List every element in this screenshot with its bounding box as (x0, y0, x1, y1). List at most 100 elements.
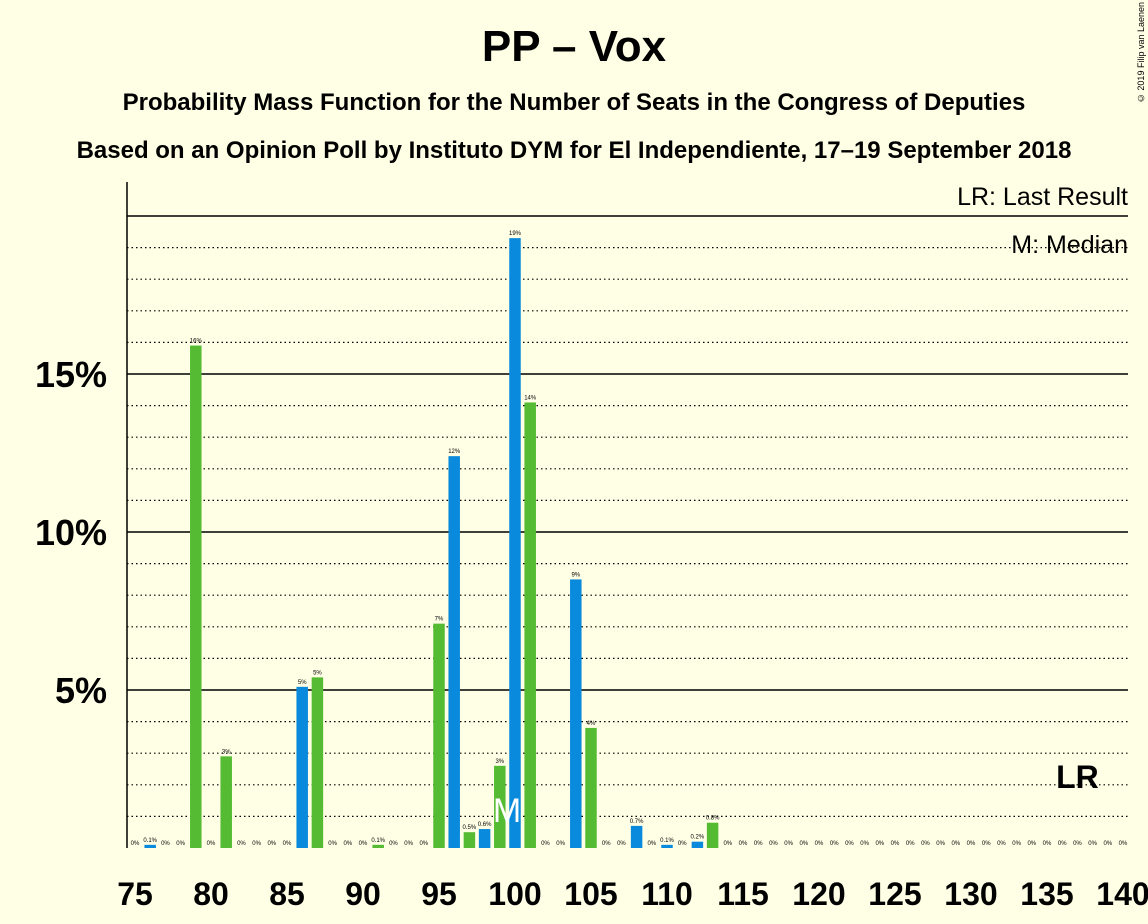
bar-seat-87 (311, 677, 324, 848)
bar-label-seat-80: 0% (207, 841, 216, 847)
bar-label-seat-92: 0% (389, 841, 398, 847)
bar-label-seat-129: 0% (951, 841, 960, 847)
bar-label-seat-114: 0% (723, 841, 732, 847)
bar-label-seat-124: 0% (875, 841, 884, 847)
bar-label-seat-101: 14% (524, 395, 537, 401)
bar-label-seat-112: 0.2% (691, 835, 705, 841)
bar-label-seat-138: 0% (1088, 841, 1097, 847)
bar-label-seat-76: 0.1% (143, 838, 157, 844)
chart-title: PP – Vox (481, 22, 667, 71)
bar-seat-100 (509, 238, 521, 848)
bar-label-seat-87: 5% (313, 670, 322, 676)
bar-label-seat-88: 0% (328, 841, 337, 847)
bar-seat-105 (585, 727, 597, 848)
axes: 5% 10% 15% 75 80 85 90 95 100 105 110 115 120 125 130 1… (35, 182, 1148, 912)
bar-label-seat-83: 0% (252, 841, 261, 847)
bar-label-seat-100: 19% (509, 231, 522, 237)
bar-seat-86 (296, 686, 308, 848)
bar-label-seat-132: 0% (997, 841, 1006, 847)
bar-series (144, 238, 719, 848)
chart-subtitle-2: Based on an Opinion Poll by Instituto DY… (76, 137, 1072, 164)
bar-label-seat-75: 0% (131, 841, 140, 847)
bar-label-seat-96: 12% (448, 449, 461, 455)
bar-seat-95 (433, 623, 445, 848)
bar-seat-97 (463, 832, 476, 848)
bar-label-seat-140: 0% (1119, 841, 1128, 847)
x-tick-label: 105 (564, 876, 617, 912)
chart-markers: M LR (493, 759, 1099, 830)
bar-label-seat-104: 9% (571, 572, 580, 578)
chart-subtitle: Probability Mass Function for the Number… (122, 89, 1026, 116)
bar-label-seat-93: 0% (404, 841, 413, 847)
x-tick-label: 75 (117, 876, 153, 912)
bar-label-seat-106: 0% (602, 841, 611, 847)
bar-seat-99 (494, 765, 506, 848)
x-tick-label: 135 (1020, 876, 1073, 912)
bar-label-seat-78: 0% (176, 841, 185, 847)
bar-label-seat-123: 0% (860, 841, 869, 847)
x-tick-label: 100 (488, 876, 541, 912)
legend-median: M: Median (1011, 231, 1128, 259)
x-tick-label: 125 (868, 876, 921, 912)
bar-label-seat-86: 5% (298, 680, 307, 686)
bar-seat-96 (448, 456, 460, 848)
bar-label-seat-97: 0.5% (463, 825, 477, 831)
y-tick-label: 10% (35, 512, 107, 553)
bar-label-seat-137: 0% (1073, 841, 1082, 847)
bar-label-seat-103: 0% (556, 841, 565, 847)
bar-label-seat-122: 0% (845, 841, 854, 847)
bar-seat-76 (144, 844, 156, 848)
bar-seat-113 (706, 822, 719, 848)
bar-label-seat-82: 0% (237, 841, 246, 847)
bar-label-seat-135: 0% (1043, 841, 1052, 847)
x-tick-label: 140 (1096, 876, 1148, 912)
bar-label-seat-108: 0.7% (630, 819, 644, 825)
bar-seat-112 (691, 841, 704, 848)
bar-label-seat-130: 0% (967, 841, 976, 847)
bar-label-seat-121: 0% (830, 841, 839, 847)
bar-label-seat-127: 0% (921, 841, 930, 847)
bar-label-seat-115: 0% (739, 841, 748, 847)
bar-label-seat-94: 0% (419, 841, 428, 847)
bar-seat-79 (190, 345, 202, 848)
bar-seat-104 (570, 579, 582, 848)
x-tick-label: 95 (421, 876, 457, 912)
grid-lines (127, 215, 1128, 818)
bar-label-seat-120: 0% (815, 841, 824, 847)
bar-label-seat-126: 0% (906, 841, 915, 847)
median-marker: M (493, 792, 521, 830)
bar-label-seat-131: 0% (982, 841, 991, 847)
bar-label-seat-117: 0% (769, 841, 778, 847)
bar-label-seat-105: 4% (587, 721, 596, 727)
bar-label-seat-139: 0% (1103, 841, 1112, 847)
bar-label-seat-95: 7% (435, 617, 444, 623)
bar-label-seat-85: 0% (283, 841, 292, 847)
bar-label-seat-118: 0% (784, 841, 793, 847)
bar-seat-91 (372, 844, 384, 848)
bar-label-seat-133: 0% (1012, 841, 1021, 847)
bar-label-seat-98: 0.6% (478, 822, 492, 828)
bar-label-seat-84: 0% (267, 841, 276, 847)
bar-label-seat-125: 0% (891, 841, 900, 847)
x-tick-label: 120 (792, 876, 845, 912)
legend-last-result: LR: Last Result (957, 183, 1128, 211)
bar-label-seat-102: 0% (541, 841, 550, 847)
bar-seat-81 (220, 756, 232, 848)
bar-label-seat-128: 0% (936, 841, 945, 847)
bar-label-seat-89: 0% (343, 841, 352, 847)
bar-label-seat-107: 0% (617, 841, 626, 847)
bar-seat-101 (524, 402, 536, 848)
bar-data-labels: 0%0.1%0% 0%16%0%3%0% 0% 0% 0%5%5%0% 0% 0%0.1%0… (131, 231, 1128, 847)
bar-label-seat-79: 16% (190, 339, 203, 345)
bar-label-seat-116: 0% (754, 841, 763, 847)
x-tick-label: 90 (345, 876, 381, 912)
x-tick-label: 110 (641, 876, 693, 912)
bar-label-seat-110: 0.1% (660, 838, 674, 844)
last-result-marker: LR (1056, 759, 1099, 795)
bar-label-seat-111: 0% (678, 841, 687, 847)
bar-label-seat-134: 0% (1027, 841, 1036, 847)
bar-label-seat-90: 0% (359, 841, 368, 847)
y-tick-label: 15% (35, 354, 107, 395)
y-tick-label: 5% (55, 670, 107, 711)
